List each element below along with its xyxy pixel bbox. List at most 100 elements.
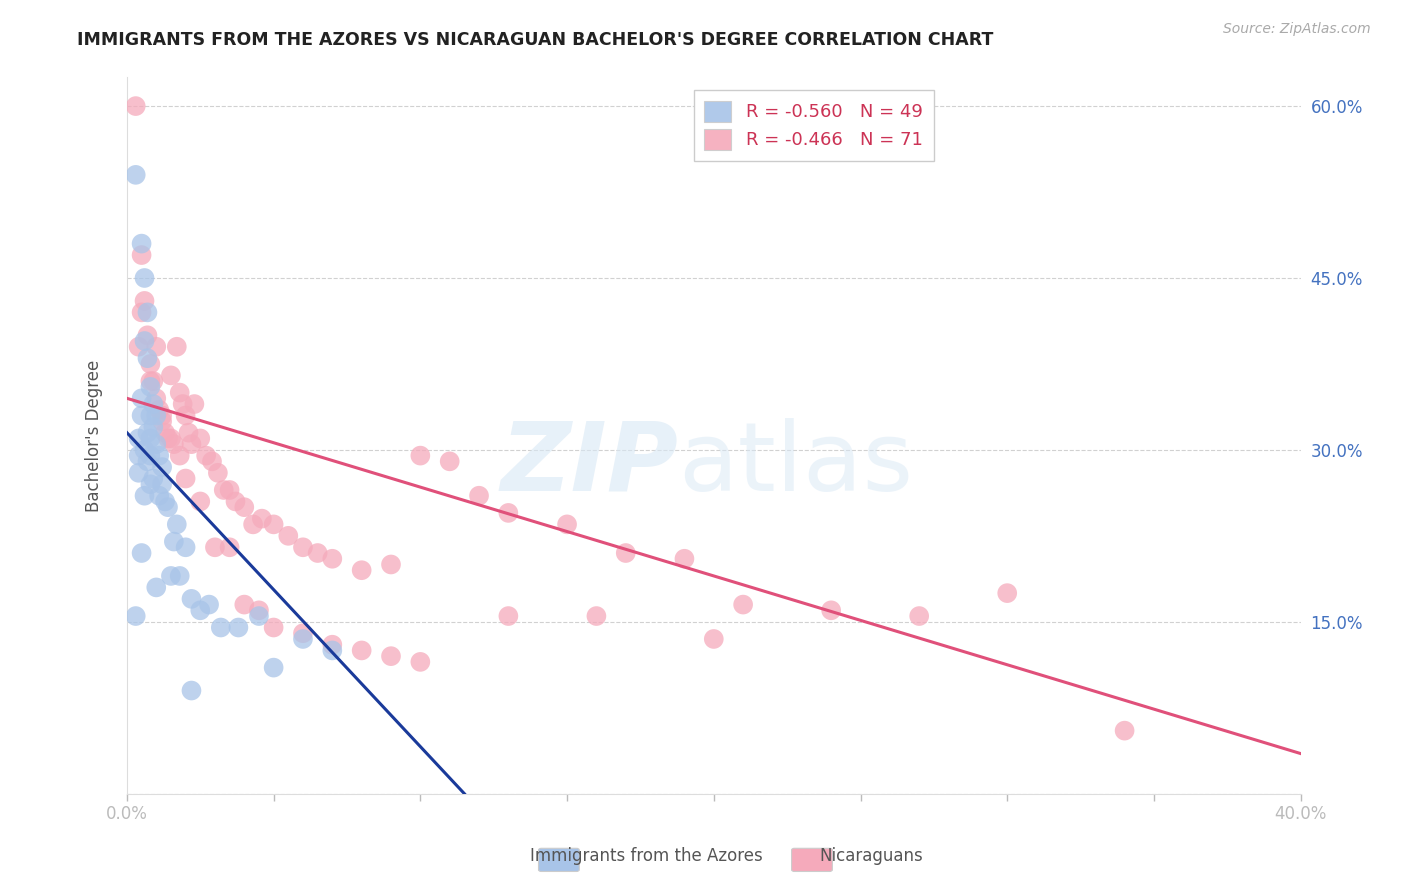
Point: [150, 414, 173, 428]
Point: [128, 340, 150, 354]
Point: [188, 432, 211, 446]
Point: [142, 374, 165, 388]
Point: [673, 551, 696, 566]
Point: [703, 632, 725, 646]
Point: [250, 511, 273, 525]
Point: [174, 541, 197, 555]
Point: [498, 609, 520, 624]
Point: [145, 437, 167, 451]
Point: [145, 392, 167, 406]
Point: [160, 569, 183, 583]
Point: [233, 598, 256, 612]
Point: [169, 385, 191, 400]
Point: [183, 397, 205, 411]
Point: [136, 454, 159, 468]
Point: [174, 471, 197, 485]
Point: [820, 603, 842, 617]
Point: [498, 506, 520, 520]
Point: [131, 248, 153, 262]
Point: [134, 334, 156, 348]
Point: [224, 494, 246, 508]
Point: [125, 168, 148, 182]
Point: [233, 500, 256, 515]
Point: [277, 529, 299, 543]
Point: [136, 351, 159, 366]
Point: [128, 432, 150, 446]
Point: [180, 683, 202, 698]
Point: [733, 598, 755, 612]
Point: [174, 409, 197, 423]
Point: [139, 374, 162, 388]
Point: [350, 643, 373, 657]
Point: [148, 449, 170, 463]
Point: [188, 603, 211, 617]
FancyBboxPatch shape: [792, 848, 832, 871]
Point: [131, 409, 153, 423]
Point: [156, 432, 179, 446]
Point: [1114, 723, 1136, 738]
Point: [139, 477, 162, 491]
Point: [188, 494, 211, 508]
Point: [380, 558, 402, 572]
Point: [125, 99, 148, 113]
Point: [150, 409, 173, 423]
Point: [555, 517, 578, 532]
Point: [614, 546, 637, 560]
Point: [128, 449, 150, 463]
Point: [321, 551, 343, 566]
FancyBboxPatch shape: [538, 848, 579, 871]
Point: [148, 489, 170, 503]
Point: [150, 477, 173, 491]
Point: [291, 626, 314, 640]
Point: [128, 466, 150, 480]
Point: [136, 305, 159, 319]
Point: [125, 609, 148, 624]
Point: [468, 489, 491, 503]
Point: [139, 432, 162, 446]
Point: [209, 620, 232, 634]
Point: [204, 541, 226, 555]
Point: [180, 437, 202, 451]
Point: [908, 609, 931, 624]
Point: [160, 432, 183, 446]
Point: [131, 305, 153, 319]
Point: [291, 632, 314, 646]
Point: [166, 517, 188, 532]
Point: [228, 620, 250, 634]
Point: [163, 534, 186, 549]
Point: [166, 340, 188, 354]
Point: [142, 471, 165, 485]
Point: [153, 425, 176, 440]
Point: [177, 425, 200, 440]
Point: [263, 517, 285, 532]
Point: [169, 569, 191, 583]
Point: [321, 638, 343, 652]
Point: [169, 449, 191, 463]
Point: [136, 425, 159, 440]
Point: [585, 609, 607, 624]
Point: [131, 392, 153, 406]
Point: [145, 340, 167, 354]
Point: [148, 402, 170, 417]
Point: [207, 466, 229, 480]
Point: [212, 483, 235, 497]
Point: [150, 460, 173, 475]
Point: [172, 397, 194, 411]
Point: [145, 581, 167, 595]
Point: [995, 586, 1018, 600]
Text: atlas: atlas: [679, 417, 914, 511]
Point: [291, 541, 314, 555]
Point: [307, 546, 329, 560]
Point: [139, 449, 162, 463]
Point: [131, 546, 153, 560]
Point: [350, 563, 373, 577]
Point: [139, 357, 162, 371]
Point: [139, 380, 162, 394]
Point: [201, 454, 224, 468]
Point: [180, 591, 202, 606]
Point: [134, 293, 156, 308]
Text: ZIP: ZIP: [501, 417, 679, 511]
Point: [142, 420, 165, 434]
Point: [409, 655, 432, 669]
Point: [163, 437, 186, 451]
